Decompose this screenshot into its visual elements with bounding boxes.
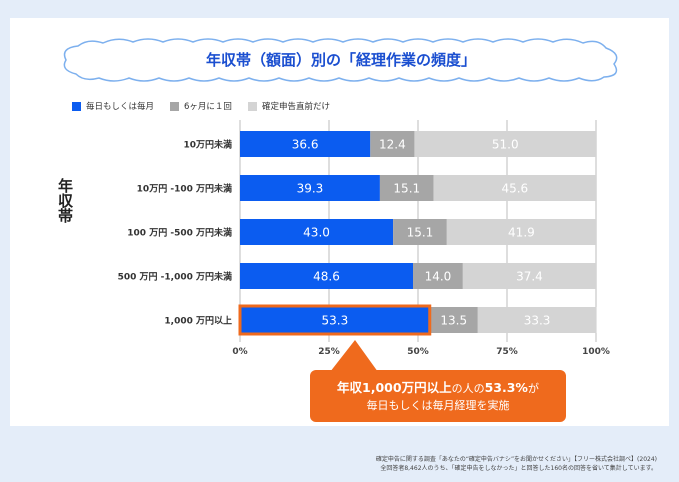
source-note-line-2: 全回答者8,462人のうち、「確定申告をしなかった」と回答した160名の回答を省… (380, 465, 657, 472)
data-label: 37.4 (516, 270, 543, 284)
category-label: 1,000 万円以上 (164, 315, 232, 327)
bar-segment (413, 263, 463, 289)
chart-title: 年収帯（額面）別の「経理作業の頻度」 (205, 51, 476, 69)
bar-segment (240, 175, 380, 201)
legend-label: 毎日もしくは毎月 (86, 102, 155, 112)
highlight-frame (238, 304, 432, 336)
data-label: 45.6 (501, 182, 528, 196)
legend-item-six-months: 6ヶ月に１回 (170, 100, 232, 112)
callout-emphasis-value: 53.3% (484, 380, 528, 395)
legend-swatch-lightgray (247, 101, 257, 111)
legend-label: 6ヶ月に１回 (184, 102, 232, 112)
category-label: 10万円 -100 万円未満 (137, 183, 232, 195)
footer-band (10, 426, 669, 482)
legend-label: 確定申告直前だけ (261, 102, 330, 112)
bar-segment (240, 131, 371, 157)
category-label: 500 万円 -1,000 万円未満 (118, 271, 232, 283)
data-label: 15.1 (407, 226, 434, 240)
bar-segment (477, 307, 597, 333)
bar-segment (462, 263, 596, 289)
source-note-line-1: 確定申告に関する調査「あなたの“確定申告バナシ”をお聞かせください」【フリー株式… (375, 456, 657, 463)
callout-pointer (330, 340, 378, 372)
data-label: 33.3 (524, 314, 551, 328)
x-tick-label: 75% (496, 347, 518, 357)
y-axis-title: 年収帯 (54, 178, 74, 229)
data-label: 39.3 (297, 182, 324, 196)
bar-segment (393, 219, 447, 245)
callout-text-end: が (527, 382, 539, 395)
data-label: 36.6 (292, 138, 319, 152)
y-axis-title-text: 年収帯 (56, 178, 74, 223)
x-tick-label: 0% (232, 347, 247, 357)
data-label: 48.6 (313, 270, 340, 284)
legend-item-before-filing: 確定申告直前だけ (247, 100, 330, 112)
legend-swatch-blue (72, 101, 81, 111)
bar-segment (370, 131, 415, 157)
bar-segment (433, 175, 596, 201)
data-label: 14.0 (425, 270, 452, 284)
highlight-callout: 年収1,000万円以上の人の53.3%が 毎日もしくは毎月経理を実施 (310, 370, 566, 422)
x-tick-label: 25% (318, 347, 340, 357)
bar-segment (240, 263, 414, 289)
data-label: 15.1 (393, 182, 420, 196)
bar-segment (414, 131, 596, 157)
legend-swatch-gray (170, 101, 180, 111)
data-label: 43.0 (303, 226, 330, 240)
bar-segment (446, 219, 596, 245)
data-label: 53.3 (322, 314, 349, 328)
callout-emphasis-group: 年収1,000万円以上 (337, 380, 452, 395)
bar-segment (240, 307, 430, 333)
bar-segment (429, 307, 478, 333)
callout-text: の人の (451, 382, 485, 395)
bar-segment (379, 175, 434, 201)
callout-line-1: 年収1,000万円以上の人の53.3%が (310, 379, 566, 397)
callout-line-2: 毎日もしくは毎月経理を実施 (366, 399, 510, 412)
legend-item-daily-monthly: 毎日もしくは毎月 (72, 100, 154, 112)
x-tick-label: 50% (407, 347, 429, 357)
bar-segment (240, 219, 394, 245)
data-label: 51.0 (492, 138, 519, 152)
data-label: 12.4 (379, 138, 406, 152)
data-label: 41.9 (508, 226, 535, 240)
category-label: 10万円未満 (183, 139, 232, 151)
x-tick-label: 100% (582, 347, 610, 357)
source-notes: 確定申告に関する調査「あなたの“確定申告バナシ”をお聞かせください」【フリー株式… (376, 455, 657, 473)
category-label: 100 万円 -500 万円未満 (127, 227, 232, 239)
title-cloud-frame (63, 38, 618, 82)
chart-legend: 毎日もしくは毎月 6ヶ月に１回 確定申告直前だけ (72, 98, 330, 114)
data-label: 13.5 (440, 314, 467, 328)
